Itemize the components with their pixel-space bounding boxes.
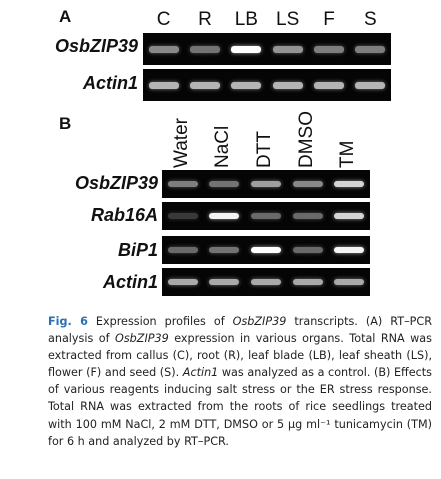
- lane-label-f: F: [323, 9, 335, 30]
- caption-gene: OsbZIP39: [232, 315, 287, 328]
- gel-band: [209, 213, 240, 219]
- gel-band: [167, 181, 198, 187]
- lane-label-c: C: [156, 9, 171, 30]
- gene-label-b-actin1: Actin1: [102, 272, 158, 292]
- gel-band: [190, 81, 220, 89]
- gel-band: [190, 45, 220, 53]
- treatment-label-dtt: DTT: [254, 131, 275, 168]
- gene-label-a-osbzip39: OsbZIP39: [54, 36, 138, 56]
- gel-band: [314, 45, 344, 53]
- gel-a-osbzip39: [143, 33, 391, 65]
- gene-label-b-rab16a: Rab16A: [90, 205, 158, 225]
- panel-a-label: A: [59, 7, 72, 26]
- gel-b-actin1: [162, 268, 370, 296]
- gel-band: [231, 45, 262, 53]
- lane-label-r: R: [198, 9, 212, 30]
- gel-b-rab16a: [162, 202, 370, 230]
- gel-band: [292, 279, 323, 285]
- lane-label-ls: LS: [276, 9, 300, 30]
- gel-b-osbzip39: [162, 170, 370, 198]
- gel-band: [272, 45, 303, 53]
- figure-caption: Fig. 6 Expression profiles of OsbZIP39 t…: [48, 313, 432, 450]
- gel-band: [251, 213, 281, 219]
- caption-text: Expression profiles of: [87, 315, 233, 328]
- gel-a-actin1: [143, 69, 391, 101]
- gel-band: [251, 247, 281, 253]
- gel-band: [292, 181, 323, 187]
- treatment-label-water: Water: [170, 118, 192, 168]
- figure-number: Fig. 6: [48, 315, 88, 328]
- caption-text: was analyzed as a control. (B) Effects o…: [48, 366, 432, 448]
- gene-label-a-actin1: Actin1: [82, 73, 138, 93]
- gel-band: [167, 247, 198, 253]
- gel-band: [167, 213, 198, 219]
- gel-band: [167, 279, 198, 285]
- gel-band: [209, 247, 240, 253]
- gel-band: [209, 279, 240, 285]
- gel-band: [148, 45, 179, 53]
- panel-b-label: B: [59, 114, 72, 133]
- gel-band: [314, 81, 344, 89]
- caption-text: expression in various organs. Total RNA …: [48, 332, 432, 380]
- gel-band: [355, 45, 386, 53]
- gel-band: [251, 279, 281, 285]
- gel-band: [334, 181, 365, 187]
- gel-band: [334, 213, 365, 219]
- gel-band: [292, 247, 323, 253]
- gel-band: [231, 81, 262, 89]
- treatment-label-tm: TM: [337, 140, 359, 168]
- caption-gene: Actin1: [182, 366, 219, 380]
- gene-label-b-bip1: BiP1: [117, 240, 158, 260]
- caption-gene: OsbZIP39: [115, 332, 169, 346]
- lane-label-s: S: [363, 9, 377, 30]
- gel-band: [355, 81, 386, 89]
- lane-label-lb: LB: [234, 9, 258, 30]
- gel-band: [334, 279, 365, 285]
- gel-band: [209, 181, 240, 187]
- treatment-label-nacl: NaCl: [212, 125, 234, 168]
- gel-band: [272, 81, 303, 89]
- gel-band: [334, 247, 365, 253]
- gel-band: [251, 181, 281, 187]
- caption-text: transcripts. (A) RT–PCR analysis of: [48, 315, 432, 346]
- gel-band: [292, 213, 323, 219]
- gene-label-b-osbzip39: OsbZIP39: [74, 173, 158, 193]
- gel-band: [148, 81, 179, 89]
- treatment-label-dmso: DMSO: [295, 111, 317, 168]
- gel-b-bip1: [162, 236, 370, 264]
